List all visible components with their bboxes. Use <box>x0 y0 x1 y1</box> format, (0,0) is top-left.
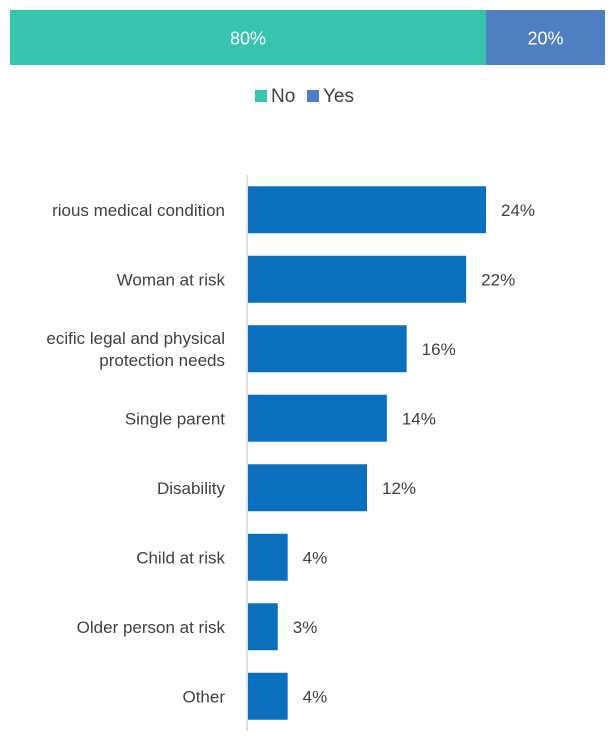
legend-swatch-yes <box>307 90 319 102</box>
category-label-2: ecific legal and physical protection need… <box>46 329 225 370</box>
category-label-line: ecific legal and physical <box>46 329 225 348</box>
category-label-5: Child at risk <box>136 548 225 567</box>
category-label-0: rious medical condition <box>52 201 225 220</box>
stacked-label-yes: 20% <box>527 29 563 49</box>
category-label-line: Disability <box>157 479 226 498</box>
legend-label-no: No <box>271 86 295 107</box>
category-label-6: Older person at risk <box>77 618 226 637</box>
bar-value-label-0: 24% <box>501 201 535 220</box>
category-label-4: Disability <box>157 479 226 498</box>
bar-value-label-7: 4% <box>303 687 328 706</box>
category-label-1: Woman at risk <box>117 270 226 289</box>
category-label-line: Child at risk <box>136 548 225 567</box>
bar-value-label-1: 22% <box>481 270 515 289</box>
stacked-segment-no <box>10 10 486 65</box>
bar-5 <box>248 533 288 581</box>
legend-label-yes: Yes <box>323 86 354 107</box>
category-label-line: Other <box>182 687 225 706</box>
bar-7 <box>248 672 288 720</box>
legend-swatch-no <box>255 90 267 102</box>
bar-3 <box>248 394 387 442</box>
bar-value-label-4: 12% <box>382 479 416 498</box>
category-label-7: Other <box>182 687 225 706</box>
category-label-line: Single parent <box>125 409 225 428</box>
bar-value-label-5: 4% <box>303 548 328 567</box>
bar-value-label-3: 14% <box>402 409 436 428</box>
category-label-line: Older person at risk <box>77 618 226 637</box>
bar-value-label-6: 3% <box>293 618 318 637</box>
stacked-segment-yes <box>486 10 605 65</box>
category-label-line: rious medical condition <box>52 201 225 220</box>
bar-1 <box>248 255 467 303</box>
bar-6 <box>248 603 278 651</box>
category-label-3: Single parent <box>125 409 225 428</box>
bar-value-label-2: 16% <box>422 340 456 359</box>
category-label-line: protection needs <box>99 351 225 370</box>
bar-4 <box>248 464 367 512</box>
category-label-line: Woman at risk <box>117 270 226 289</box>
bar-0 <box>248 186 486 234</box>
bar-2 <box>248 325 407 373</box>
stacked-label-no: 80% <box>230 29 266 49</box>
